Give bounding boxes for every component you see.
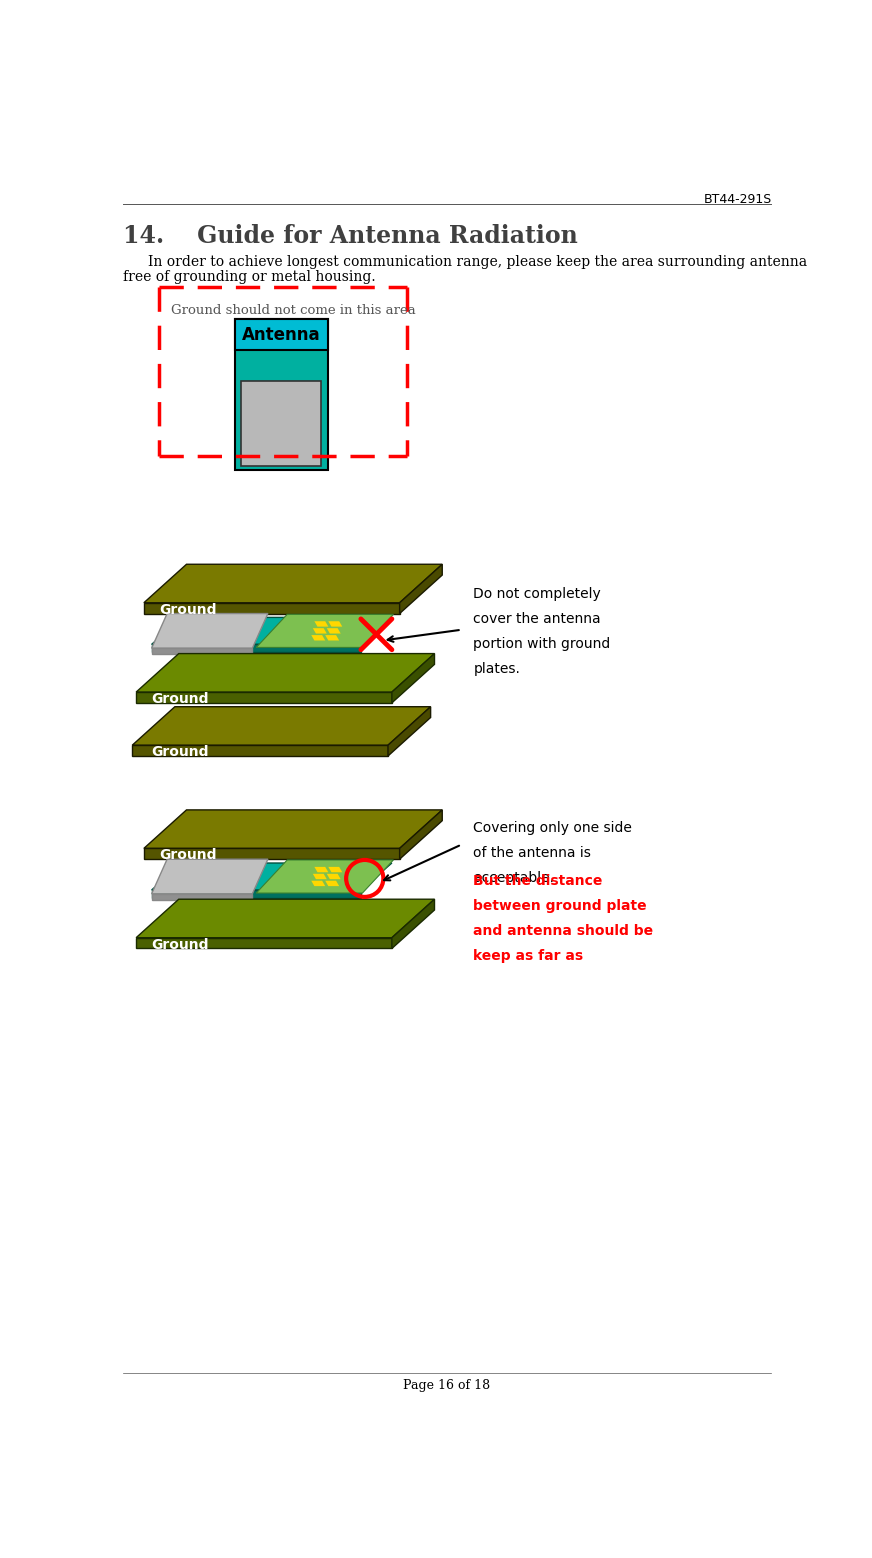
Text: BT44-291S: BT44-291S: [704, 193, 772, 206]
Text: Ground: Ground: [152, 745, 209, 759]
Text: Ground should not come in this area: Ground should not come in this area: [171, 304, 416, 316]
Polygon shape: [152, 894, 252, 901]
Polygon shape: [392, 653, 434, 703]
Polygon shape: [152, 858, 268, 894]
Polygon shape: [152, 648, 252, 654]
Text: Do not completely
cover the antenna
portion with ground
plates.: Do not completely cover the antenna port…: [473, 587, 610, 676]
Polygon shape: [144, 849, 399, 858]
Polygon shape: [144, 603, 399, 614]
Text: In order to achieve longest communication range, please keep the area surroundin: In order to achieve longest communicatio…: [147, 254, 807, 268]
FancyBboxPatch shape: [235, 319, 328, 469]
Polygon shape: [399, 810, 442, 858]
Polygon shape: [152, 617, 392, 645]
Polygon shape: [313, 628, 327, 634]
FancyBboxPatch shape: [235, 319, 328, 351]
Text: Ground: Ground: [160, 848, 217, 862]
Polygon shape: [144, 564, 442, 603]
Polygon shape: [392, 899, 434, 949]
Polygon shape: [133, 745, 388, 756]
Text: Ground: Ground: [160, 603, 217, 617]
Polygon shape: [136, 692, 392, 703]
Polygon shape: [315, 622, 329, 626]
Text: Page 16 of 18: Page 16 of 18: [404, 1379, 490, 1391]
Polygon shape: [327, 628, 341, 634]
Polygon shape: [329, 866, 343, 872]
Text: free of grounding or metal housing.: free of grounding or metal housing.: [123, 270, 376, 284]
Polygon shape: [152, 863, 392, 890]
Polygon shape: [311, 880, 325, 887]
Polygon shape: [388, 707, 431, 756]
Polygon shape: [327, 874, 341, 879]
Polygon shape: [136, 653, 434, 692]
Polygon shape: [256, 614, 393, 648]
Polygon shape: [133, 707, 431, 745]
Polygon shape: [315, 866, 329, 872]
Text: But the distance
between ground plate
and antenna should be
keep as far as: But the distance between ground plate an…: [473, 874, 653, 963]
Polygon shape: [311, 636, 325, 640]
Polygon shape: [152, 890, 361, 897]
FancyBboxPatch shape: [241, 382, 322, 466]
Polygon shape: [399, 564, 442, 614]
Polygon shape: [152, 645, 361, 653]
Polygon shape: [144, 810, 442, 849]
Polygon shape: [136, 899, 434, 938]
Polygon shape: [325, 636, 339, 640]
Polygon shape: [329, 622, 343, 626]
Text: Ground: Ground: [152, 692, 209, 706]
Polygon shape: [152, 614, 268, 648]
Polygon shape: [136, 938, 392, 949]
Text: 14.    Guide for Antenna Radiation: 14. Guide for Antenna Radiation: [123, 224, 577, 248]
Text: Covering only one side
of the antenna is
acceptable.: Covering only one side of the antenna is…: [473, 821, 632, 885]
Polygon shape: [313, 874, 327, 879]
Polygon shape: [325, 880, 339, 887]
Text: Antenna: Antenna: [242, 326, 320, 344]
Polygon shape: [256, 860, 393, 893]
Text: Ground: Ground: [152, 938, 209, 952]
